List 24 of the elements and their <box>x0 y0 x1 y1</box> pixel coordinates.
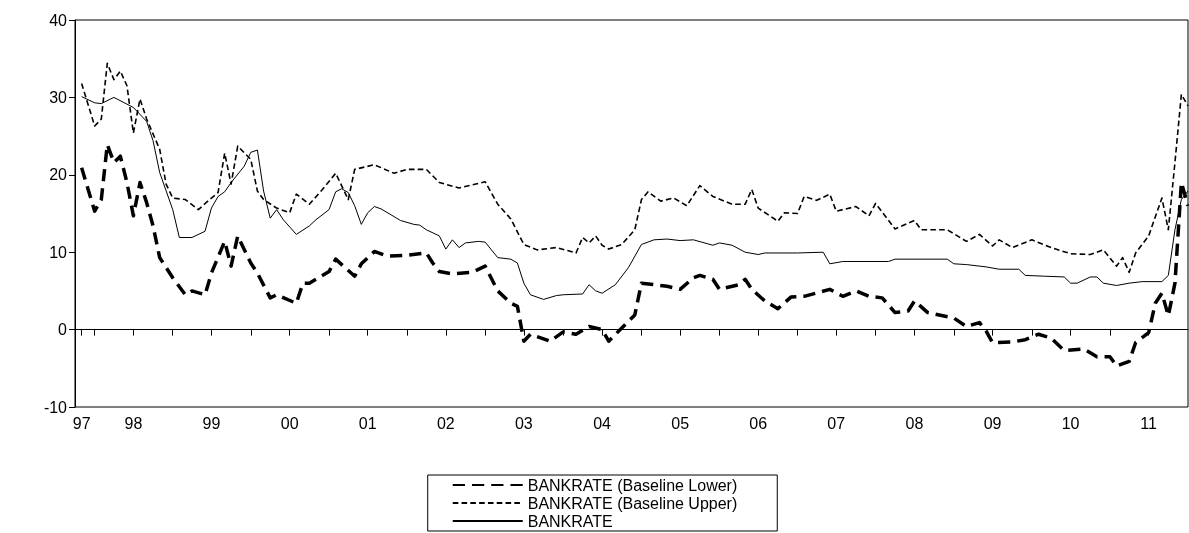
legend-label: BANKRATE (Baseline Lower) <box>527 476 738 494</box>
x-tick-label: 09 <box>983 414 1002 432</box>
x-tick-label: 08 <box>905 414 924 432</box>
x-tick-label: 02 <box>436 414 455 432</box>
y-tick-label: 10 <box>49 243 68 261</box>
y-tick-label: -10 <box>43 398 68 416</box>
x-tick-label: 00 <box>280 414 299 432</box>
x-tick-label: 04 <box>593 414 612 432</box>
x-tick-label: 05 <box>671 414 690 432</box>
x-tick-label: 97 <box>72 414 91 432</box>
x-tick-label: 99 <box>202 414 221 432</box>
legend-label: BANKRATE <box>527 512 613 530</box>
legend-label: BANKRATE (Baseline Upper) <box>527 494 738 512</box>
y-tick-label: 0 <box>58 321 68 339</box>
x-tick-label: 07 <box>827 414 846 432</box>
y-tick-label: 20 <box>49 166 68 184</box>
x-tick-label: 11 <box>1140 414 1158 432</box>
y-tick-label: 30 <box>49 88 68 106</box>
x-tick-label: 10 <box>1061 414 1080 432</box>
x-tick-label: 01 <box>358 414 377 432</box>
x-tick-label: 03 <box>514 414 533 432</box>
x-tick-label: 98 <box>124 414 143 432</box>
y-tick-label: 40 <box>49 11 68 29</box>
x-tick-label: 06 <box>749 414 768 432</box>
